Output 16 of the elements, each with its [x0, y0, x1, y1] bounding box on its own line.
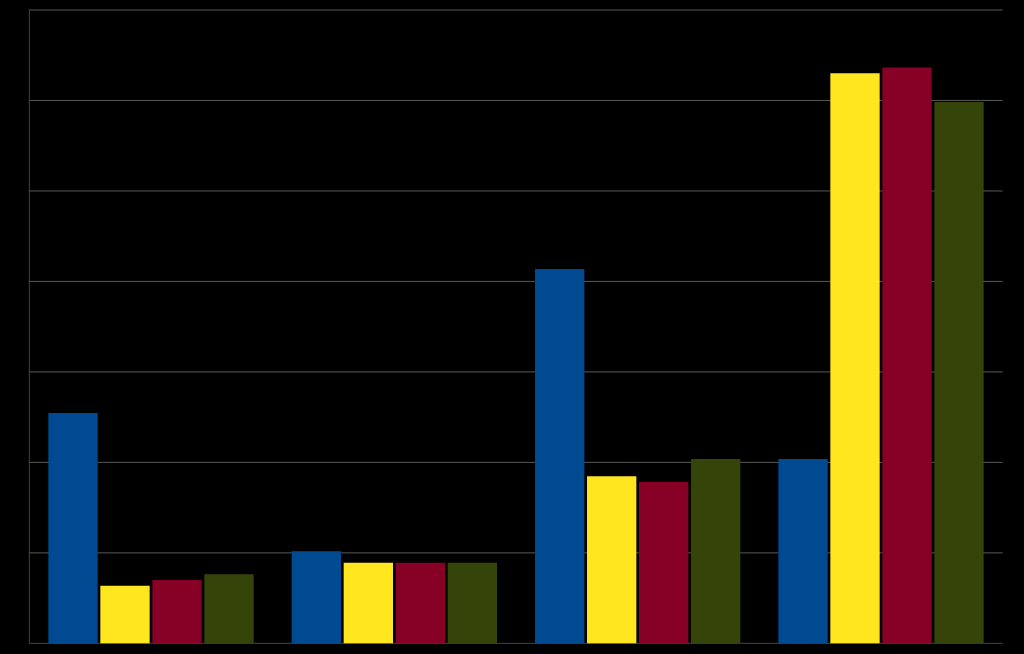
bar — [100, 585, 150, 644]
bar — [778, 459, 828, 644]
bar — [152, 580, 202, 644]
bar — [934, 102, 984, 644]
bar — [535, 269, 585, 644]
bar — [691, 459, 741, 644]
bar — [291, 551, 341, 644]
bar — [882, 67, 932, 644]
bar — [204, 574, 254, 644]
bar — [395, 562, 446, 644]
bar — [830, 73, 880, 644]
bar — [343, 562, 394, 644]
bar — [48, 413, 98, 644]
bar — [447, 562, 498, 644]
bar — [639, 482, 689, 644]
bar — [587, 476, 637, 644]
